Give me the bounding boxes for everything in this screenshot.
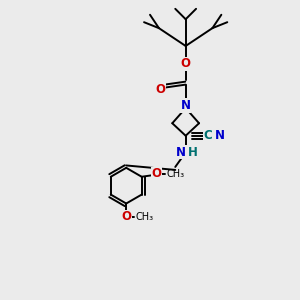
Text: CH₃: CH₃: [167, 169, 185, 179]
Text: H: H: [188, 146, 198, 159]
Text: N: N: [181, 99, 191, 112]
Text: O: O: [121, 210, 131, 224]
Text: N: N: [176, 146, 186, 159]
Text: O: O: [152, 167, 161, 180]
Text: C: C: [204, 129, 212, 142]
Text: N: N: [215, 129, 225, 142]
Text: CH₃: CH₃: [135, 212, 153, 222]
Text: O: O: [181, 57, 191, 70]
Text: O: O: [155, 82, 165, 96]
